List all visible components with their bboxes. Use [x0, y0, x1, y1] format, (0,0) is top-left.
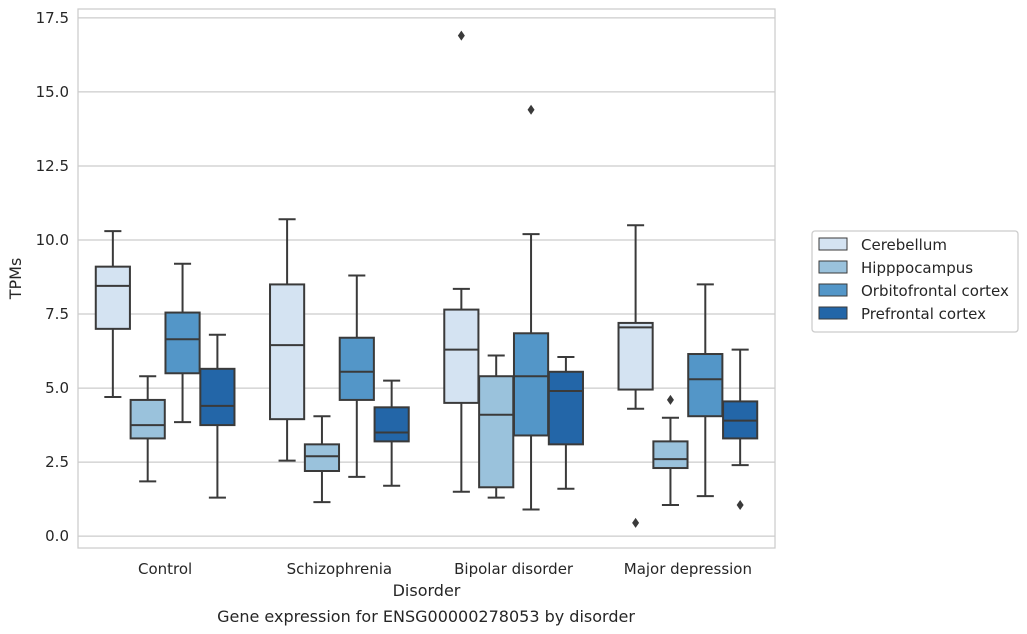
- y-tick-label: 5.0: [45, 379, 69, 397]
- box-0-1: [129, 375, 166, 483]
- legend-label: Prefrontal cortex: [861, 305, 986, 323]
- legend-label: Hipppocampus: [861, 259, 973, 277]
- box-body: [269, 283, 306, 421]
- box-2-1: [478, 354, 515, 499]
- y-tick-label: 15.0: [36, 83, 69, 101]
- box-body: [478, 375, 515, 489]
- box-2-0: [443, 30, 480, 493]
- box-body: [129, 398, 166, 440]
- x-tick-label: Schizophrenia: [287, 560, 392, 578]
- legend-frame: [811, 230, 1019, 333]
- y-tick-label: 10.0: [36, 231, 69, 249]
- x-tick-label: Bipolar disorder: [454, 560, 574, 578]
- legend-label: Cerebellum: [861, 236, 947, 254]
- chart-caption: Gene expression for ENSG00000278053 by d…: [217, 607, 635, 626]
- outlier-point: [632, 517, 640, 528]
- y-tick-label: 0.0: [45, 527, 69, 545]
- box-body: [652, 440, 689, 470]
- box-body: [687, 353, 724, 418]
- y-tick-label: 2.5: [45, 453, 69, 471]
- box-body: [164, 311, 201, 375]
- outlier-point: [666, 394, 674, 405]
- box-body: [338, 336, 375, 401]
- box-body: [199, 367, 236, 427]
- box-3-1: [652, 394, 689, 507]
- legend: Cerebellum Hipppocampus Orbitofrontal cort…: [811, 230, 1019, 333]
- box-3-3: [722, 348, 759, 511]
- plot-frame: [77, 8, 776, 549]
- legend-swatch: [818, 306, 848, 320]
- box-1-2: [338, 274, 375, 478]
- legend-swatch: [818, 283, 848, 297]
- box-body: [303, 443, 341, 473]
- box-2-3: [547, 355, 584, 490]
- legend-swatch: [818, 237, 848, 251]
- box-body: [443, 308, 480, 404]
- box-body: [94, 265, 131, 330]
- box-0-2: [164, 262, 201, 424]
- y-axis-label: TPMs: [6, 258, 25, 301]
- box-1-1: [303, 415, 341, 504]
- box-0-0: [94, 230, 131, 398]
- outlier-point: [736, 500, 744, 511]
- box-3-0: [617, 224, 654, 528]
- x-tick-labels: Control Schizophrenia Bipolar disorder Majo…: [138, 560, 752, 578]
- x-tick-label: Major depression: [624, 560, 752, 578]
- box-1-3: [373, 379, 410, 487]
- legend-swatch: [818, 260, 848, 274]
- outlier-point: [457, 30, 465, 41]
- legend-label: Orbitofrontal cortex: [861, 282, 1009, 300]
- box-1-0: [269, 218, 306, 462]
- box-body: [617, 321, 654, 391]
- x-tick-label: Control: [138, 560, 192, 578]
- y-tick-label: 17.5: [36, 9, 69, 27]
- box-plot-marks: [94, 30, 759, 528]
- y-tick-labels: 0.0 2.5 5.0 7.5 10.0 12.5 15.0 17.5: [36, 9, 69, 545]
- y-tick-label: 7.5: [45, 305, 69, 323]
- box-0-3: [199, 333, 236, 499]
- box-body: [547, 370, 584, 446]
- y-tick-label: 12.5: [36, 157, 69, 175]
- x-axis-label: Disorder: [393, 581, 461, 600]
- outlier-point: [527, 104, 535, 115]
- box-body: [512, 332, 550, 437]
- box-3-2: [687, 283, 724, 498]
- box-2-2: [512, 104, 550, 511]
- box-body: [373, 406, 410, 443]
